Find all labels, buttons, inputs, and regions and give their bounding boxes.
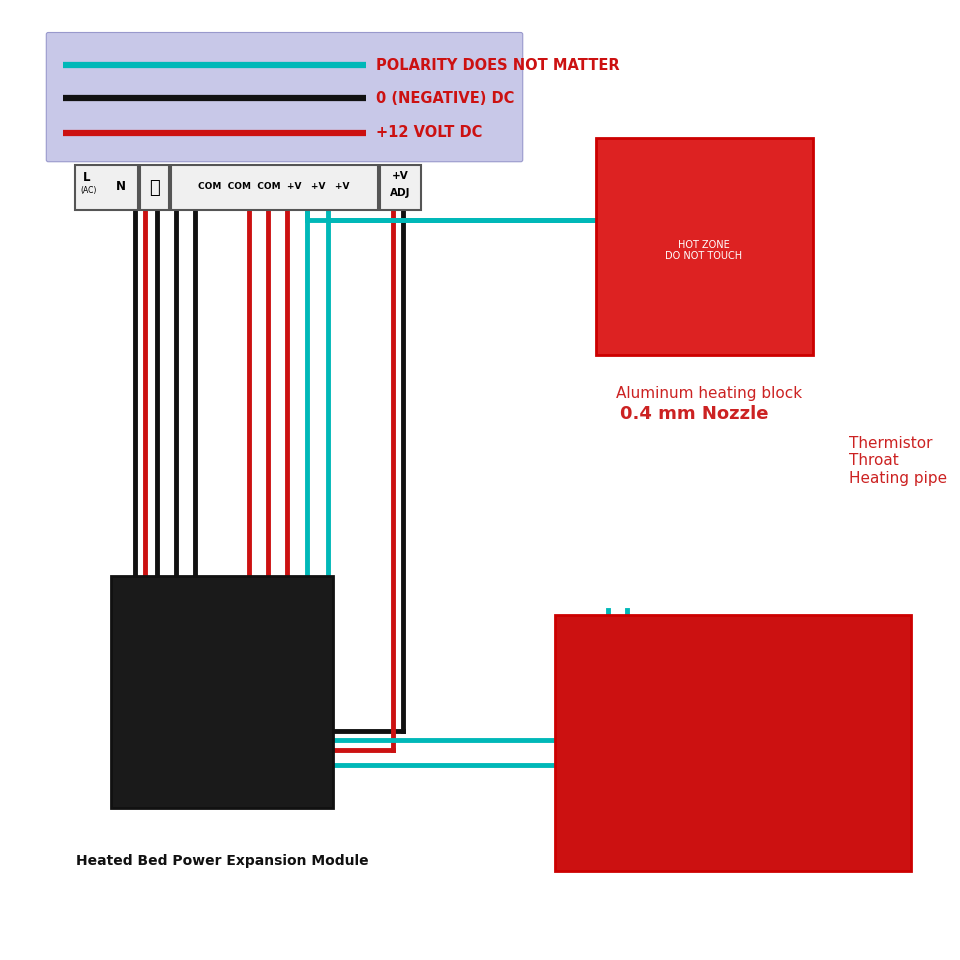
Text: (AC): (AC)	[81, 186, 97, 195]
Text: HOT ZONE
DO NOT TOUCH: HOT ZONE DO NOT TOUCH	[665, 240, 743, 261]
Text: +V: +V	[392, 171, 409, 181]
Text: 0.4 mm Nozzle: 0.4 mm Nozzle	[620, 405, 769, 423]
Text: Heated Bed Power Expansion Module: Heated Bed Power Expansion Module	[76, 854, 368, 868]
Text: COM  COM  COM  +V   +V   +V: COM COM COM +V +V +V	[198, 182, 349, 191]
Text: ⏚: ⏚	[149, 179, 159, 197]
FancyBboxPatch shape	[46, 33, 523, 161]
Text: ADJ: ADJ	[390, 187, 411, 198]
FancyBboxPatch shape	[596, 137, 813, 354]
FancyBboxPatch shape	[555, 615, 911, 871]
Bar	[75, 164, 138, 210]
Text: 0 (NEGATIVE) DC: 0 (NEGATIVE) DC	[376, 90, 515, 106]
Text: Aluminum heating block: Aluminum heating block	[615, 386, 802, 400]
Bar	[171, 164, 378, 210]
Text: +12 VOLT DC: +12 VOLT DC	[376, 126, 483, 140]
Bar	[380, 164, 420, 210]
Bar	[140, 164, 169, 210]
Text: L: L	[84, 171, 90, 183]
Text: N: N	[115, 180, 126, 193]
Text: Thermistor
Throat
Heating pipe: Thermistor Throat Heating pipe	[849, 436, 947, 486]
Text: POLARITY DOES NOT MATTER: POLARITY DOES NOT MATTER	[376, 58, 620, 73]
FancyBboxPatch shape	[111, 576, 333, 808]
